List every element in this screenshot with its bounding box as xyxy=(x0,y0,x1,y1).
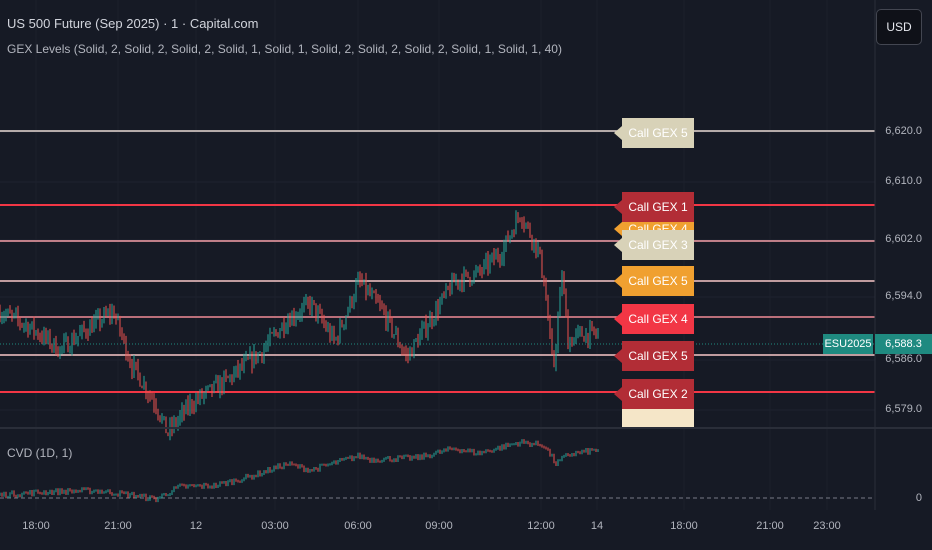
gex-label: Call GEX 5 xyxy=(614,266,694,296)
gex-label: Call GEX 3 xyxy=(614,230,694,260)
time-tick-label: 18:00 xyxy=(22,520,50,532)
indicator-legend[interactable]: GEX Levels (Solid, 2, Solid, 2, Solid, 2… xyxy=(7,42,562,56)
price-tick-label: 6,620.0 xyxy=(885,125,922,137)
time-tick-label: 14 xyxy=(590,520,604,532)
gex-level-lines xyxy=(0,130,875,393)
gex-label: Call GEX 4 xyxy=(614,304,694,334)
gex-label: Call GEX 2 xyxy=(614,379,694,409)
ticker-badge: ESU2025 xyxy=(823,334,873,354)
time-tick-label: 18:00 xyxy=(670,520,698,532)
cvd-axis-zero-label: 0 xyxy=(915,492,922,504)
time-tick-label: 12:00 xyxy=(527,520,555,532)
time-tick-label: 12 xyxy=(189,520,203,532)
price-tick-label: 6,602.0 xyxy=(885,233,922,245)
time-tick-label: 23:00 xyxy=(813,520,841,532)
time-tick-label: 21:00 xyxy=(756,520,784,532)
time-tick-label: 06:00 xyxy=(344,520,372,532)
gex-label-strip xyxy=(622,409,694,427)
last-price-badge: 6,588.3 xyxy=(875,334,932,354)
symbol-title[interactable]: US 500 Future (Sep 2025) · 1 · Capital.c… xyxy=(7,16,259,31)
price-tick-label: 6,579.0 xyxy=(885,403,922,415)
chart-grid xyxy=(0,131,875,411)
price-tick-label: 6,586.0 xyxy=(885,353,922,365)
cvd-series xyxy=(0,439,599,503)
cvd-indicator-legend[interactable]: CVD (1D, 1) xyxy=(7,446,73,460)
gex-label: Call GEX 5 xyxy=(614,341,694,371)
gex-label: Call GEX 1 xyxy=(614,192,694,222)
price-tick-label: 6,594.0 xyxy=(885,290,922,302)
gex-label: Call GEX 5 xyxy=(614,118,694,148)
time-tick-label: 09:00 xyxy=(425,520,453,532)
time-tick-label: 03:00 xyxy=(261,520,289,532)
time-tick-label: 21:00 xyxy=(104,520,132,532)
price-tick-label: 6,610.0 xyxy=(885,175,922,187)
price-candles xyxy=(0,210,599,441)
currency-button[interactable]: USD xyxy=(876,9,922,45)
